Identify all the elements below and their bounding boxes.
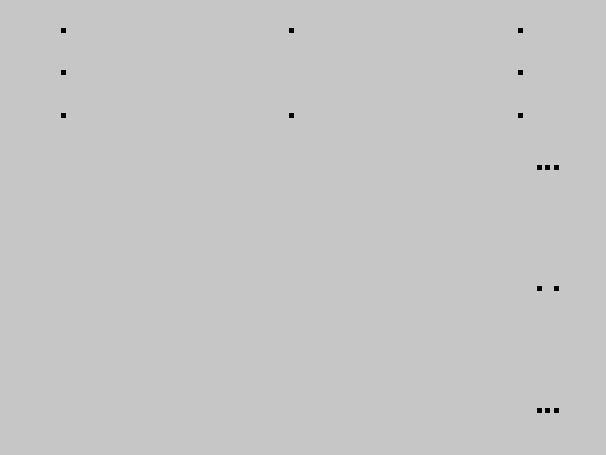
selection-handle[interactable] (61, 113, 66, 118)
selection-handle[interactable] (518, 28, 523, 33)
selection-handle[interactable] (289, 28, 294, 33)
selection-handle[interactable] (518, 113, 523, 118)
colorbar[interactable] (539, 167, 556, 410)
selection-handle[interactable] (554, 286, 559, 291)
selection-handle[interactable] (545, 408, 550, 413)
selection-handle[interactable] (554, 165, 559, 170)
selection-handle[interactable] (289, 113, 294, 118)
selection-handle[interactable] (554, 408, 559, 413)
selection-handle[interactable] (61, 28, 66, 33)
signal-ylabel-box (0, 30, 34, 115)
selection-handle[interactable] (537, 286, 542, 291)
tfr-ylabel-box (0, 160, 34, 404)
selection-handle[interactable] (518, 70, 523, 75)
selection-handle[interactable] (61, 70, 66, 75)
selection-handle[interactable] (545, 165, 550, 170)
tfr-heatmap-canvas[interactable] (63, 160, 520, 404)
signal-plot-canvas[interactable] (63, 30, 520, 115)
selection-handle[interactable] (537, 408, 542, 413)
selection-handle[interactable] (537, 165, 542, 170)
